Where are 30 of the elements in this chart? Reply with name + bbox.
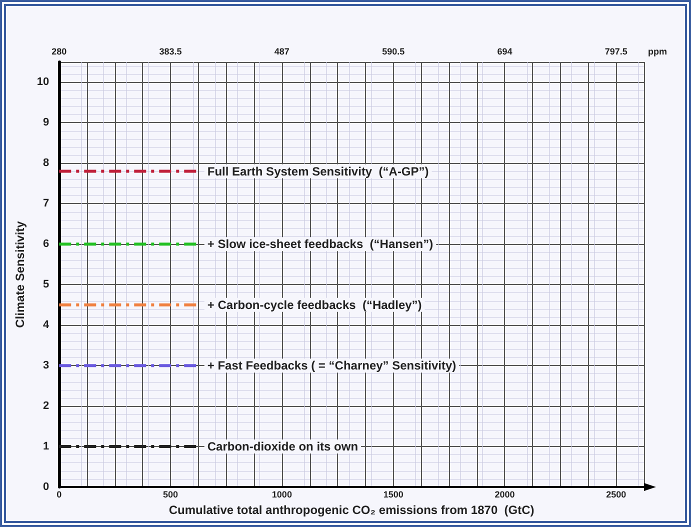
x2-tick-label: 797.5: [604, 46, 628, 56]
y-tick-label: 7: [43, 198, 50, 210]
series-label: + Carbon-cycle feedbacks (“Hadley”): [207, 298, 422, 312]
y-tick-label: 1: [43, 440, 50, 453]
x2-tick-label: 280: [52, 46, 67, 56]
x2-tick-label: 383.5: [159, 46, 182, 56]
y-tick-label: 9: [43, 116, 50, 129]
y-tick-label: 8: [43, 157, 50, 170]
x2-axis-title: ppm: [648, 46, 667, 56]
y-tick-label: 4: [43, 319, 50, 332]
series-label: Full Earth System Sensitivity (“A-GP”): [207, 164, 429, 178]
y-tick-label: 2: [43, 400, 50, 412]
x-tick-label: 1500: [383, 490, 404, 500]
y-tick-label: 10: [36, 76, 50, 88]
x2-tick-label: 487: [274, 46, 290, 56]
x-tick-label: 500: [163, 490, 178, 500]
y-tick-label: 6: [43, 238, 50, 250]
y-axis-title: Climate Sensitivity: [13, 220, 27, 328]
series-label: + Slow ice-sheet feedbacks (“Hansen”): [207, 237, 434, 252]
y-tick-label: 5: [43, 278, 50, 291]
x-tick-label: 2000: [494, 490, 515, 500]
x-tick-label: 0: [56, 490, 62, 500]
y-tick-label: 3: [43, 360, 50, 372]
x-axis-title: Cumulative total anthropogenic CO₂ emissions from 1870 (GtC): [168, 502, 534, 517]
x2-tick-label: 590.5: [382, 46, 405, 56]
series-label: + Fast Feedbacks ( = “Charney” Sensitivity): [207, 358, 456, 373]
x-tick-label: 1000: [272, 490, 292, 500]
x-tick-label: 2500: [606, 490, 626, 500]
series-label: Carbon-dioxide on its own: [207, 440, 358, 454]
x2-tick-label: 694: [497, 46, 512, 56]
